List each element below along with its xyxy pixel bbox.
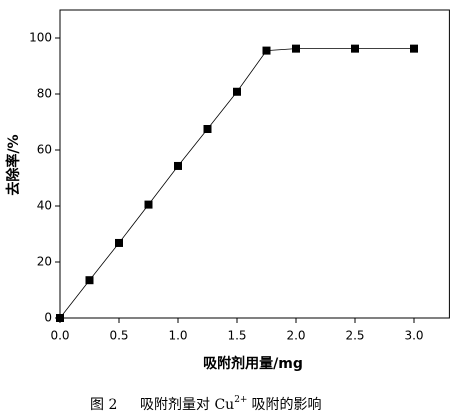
data-point xyxy=(262,46,271,55)
data-point xyxy=(174,161,182,170)
x-tick-label: 1.0 xyxy=(168,329,187,343)
caption-figure: 图 2 xyxy=(90,397,117,413)
y-tick-label: 20 xyxy=(37,255,52,269)
y-tick-label: 100 xyxy=(29,31,52,45)
caption-superscript: 2+ xyxy=(234,395,247,405)
x-tick-label: 0.0 xyxy=(50,329,69,343)
data-point xyxy=(144,200,153,209)
caption-after: 吸附的影响 xyxy=(251,397,321,413)
x-tick-label: 2.0 xyxy=(286,329,305,343)
data-point xyxy=(292,44,300,53)
caption-text: 吸附剂量对 Cu2+ 吸附的影响 xyxy=(140,395,321,414)
y-tick-label: 40 xyxy=(37,199,52,213)
data-point xyxy=(115,238,123,247)
x-tick-label: 2.5 xyxy=(345,329,364,343)
data-point xyxy=(56,314,64,322)
data-point xyxy=(410,44,418,53)
y-tick-label: 0 xyxy=(44,311,52,325)
data-point xyxy=(203,125,212,133)
y-tick-label: 60 xyxy=(37,143,52,157)
caption-before: 吸附剂量对 Cu xyxy=(140,397,234,413)
y-tick-label: 80 xyxy=(37,87,52,101)
plot-frame xyxy=(59,9,450,319)
x-tick-label: 3.0 xyxy=(404,329,423,343)
x-axis-title: 吸附剂用量/mg xyxy=(203,355,303,372)
data-point xyxy=(233,87,241,96)
data-point xyxy=(351,44,359,53)
x-tick-label: 0.5 xyxy=(109,329,128,343)
x-tick-label: 1.5 xyxy=(227,329,246,343)
data-point xyxy=(85,276,94,285)
y-axis-title: 去除率/% xyxy=(5,134,22,195)
